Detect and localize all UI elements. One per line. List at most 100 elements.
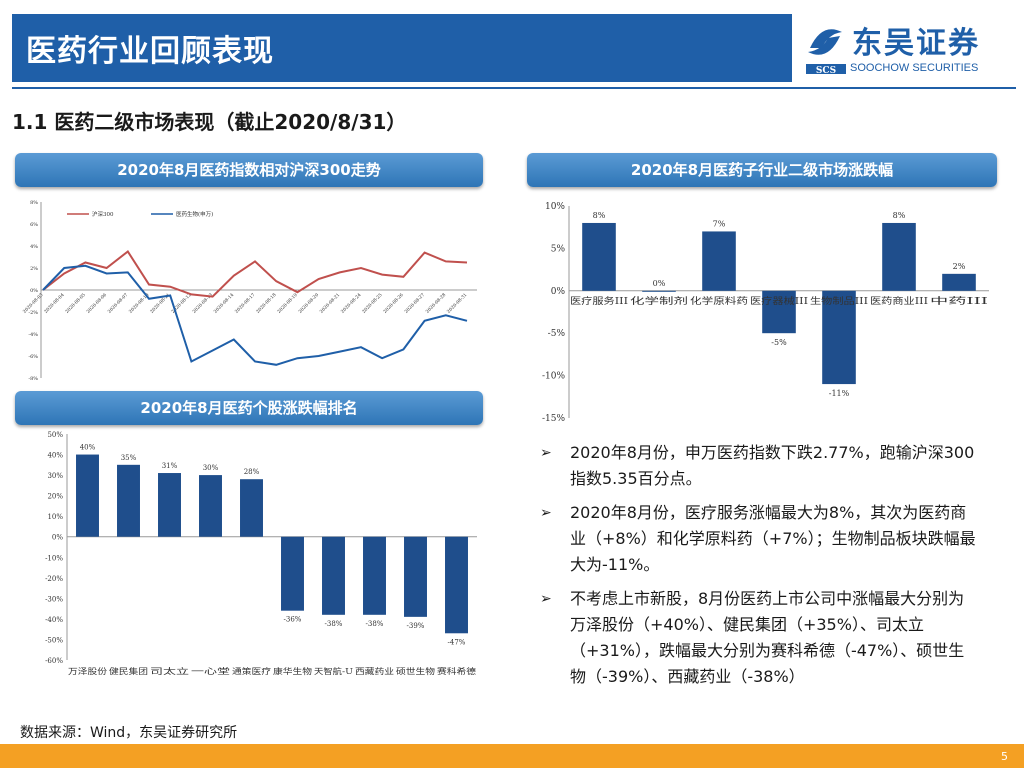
y-tick-label: 6%	[30, 222, 38, 228]
x-category-label: 赛科希德	[437, 666, 476, 676]
x-tick-label: 2020-08-20	[297, 292, 320, 315]
line-series	[42, 250, 468, 298]
stock-ranking-chart-header: 2020年8月医药个股涨跌幅排名	[15, 391, 483, 425]
y-tick-label: 20%	[47, 493, 63, 501]
page-title: 医药行业回顾表现	[26, 34, 274, 69]
data-label: 0%	[653, 279, 666, 288]
data-label: -36%	[284, 616, 302, 624]
arrow-bullet-icon: ➢	[540, 591, 552, 607]
y-tick-label: -6%	[28, 354, 38, 360]
data-label: -38%	[325, 620, 343, 628]
data-label: 28%	[244, 468, 260, 476]
x-tick-label: 2020-08-14	[213, 292, 236, 315]
logo-en: SOOCHOW SECURITIES	[850, 62, 979, 74]
data-label: 8%	[593, 211, 606, 220]
x-tick-label: 2020-08-19	[276, 292, 299, 315]
bar	[702, 231, 736, 291]
x-category-label: 生物制品III	[810, 295, 869, 307]
y-tick-label: -2%	[28, 310, 38, 316]
y-tick-label: -40%	[45, 616, 63, 624]
bar	[942, 273, 976, 291]
x-category-label: 化学原料药	[690, 295, 748, 307]
x-category-label: 西藏药业	[355, 666, 394, 676]
y-tick-label: 10%	[545, 202, 565, 212]
bar	[822, 290, 856, 385]
commentary-list: ➢ 2020年8月份，申万医药指数下跌2.77%，跑输沪深300指数5.35百分…	[540, 440, 980, 698]
bar	[762, 290, 796, 334]
data-label: 7%	[713, 219, 726, 228]
bar	[882, 222, 916, 291]
data-label: -38%	[366, 620, 384, 628]
y-tick-label: 2%	[30, 266, 38, 272]
bar	[445, 536, 468, 634]
x-tick-label: 2020-08-21	[319, 292, 342, 315]
x-tick-label: 2020-08-31	[446, 292, 469, 315]
line-series	[42, 264, 468, 366]
y-tick-label: 0%	[52, 534, 63, 542]
x-category-label: 万泽股份	[68, 666, 107, 676]
x-tick-label: 2020-08-24	[340, 292, 363, 315]
x-category-label: 一心堂	[191, 666, 230, 676]
data-source: 数据来源：Wind，东吴证券研究所	[20, 725, 238, 741]
y-tick-label: -60%	[45, 657, 63, 665]
bar	[158, 473, 181, 537]
line-chart: 8% 6% 4% 2% 0% -2% -4% -6% -8% 2020-08-03 2020-08-…	[15, 192, 485, 384]
y-tick-label: 0%	[551, 287, 566, 297]
x-category-label: 天智航-U	[314, 666, 353, 676]
x-tick-label: 2020-08-07	[107, 292, 130, 315]
data-label: -47%	[448, 638, 466, 646]
commentary-text: 2020年8月份，医疗服务涨幅最大为8%，其次为医药商业（+8%）和化学原料药（…	[570, 503, 976, 574]
x-category-label: 中药III	[930, 295, 989, 307]
company-logo: SCS 东吴证券 SOOCHOW SECURITIES	[800, 14, 1016, 82]
y-tick-label: 30%	[47, 472, 63, 480]
x-category-label: 医疗器械III	[750, 295, 809, 307]
logo-cn: 东吴证券	[852, 26, 980, 61]
x-category-label: 通策医疗	[232, 666, 271, 676]
y-tick-label: 4%	[30, 244, 38, 250]
x-tick-label: 2020-08-06	[85, 292, 108, 315]
stock-ranking-bar-chart: 50% 40% 30% 20% 10% 0% -10% -20% -30% -40% -50% -60…	[15, 426, 485, 686]
y-tick-label: -50%	[45, 636, 63, 644]
y-tick-label: 50%	[47, 431, 63, 439]
page-number: 5	[1001, 750, 1008, 763]
commentary-item: ➢ 2020年8月份，申万医药指数下跌2.77%，跑输沪深300指数5.35百分…	[540, 440, 980, 492]
y-tick-label: -30%	[45, 595, 63, 603]
bar	[363, 536, 386, 615]
legend-label: 沪深300	[92, 210, 114, 218]
y-tick-label: -10%	[45, 554, 63, 562]
bar	[582, 222, 616, 291]
x-tick-label: 2020-08-27	[403, 292, 426, 315]
y-tick-label: -10%	[542, 372, 565, 382]
sub-industry-chart-header: 2020年8月医药子行业二级市场涨跌幅	[527, 153, 997, 187]
legend-label: 医药生物(申万)	[176, 210, 213, 218]
y-tick-label: 10%	[47, 513, 63, 521]
y-tick-label: 5%	[551, 244, 566, 254]
x-category-label: 化学制剂	[630, 295, 688, 307]
y-tick-label: -15%	[542, 414, 565, 422]
sub-industry-bar-chart: 10% 5% 0% -5% -10% -15% 8% 医疗服务III 0% 化学制剂 7% 化学原料药…	[527, 192, 997, 424]
bar	[199, 475, 222, 537]
x-tick-label: 2020-08-05	[64, 292, 87, 315]
data-label: -5%	[771, 338, 787, 347]
x-category-label: 硕世生物	[396, 666, 435, 676]
data-label: -11%	[829, 389, 850, 398]
line-chart-header: 2020年8月医药指数相对沪深300走势	[15, 153, 483, 187]
bar	[322, 536, 345, 615]
y-tick-label: -5%	[548, 329, 566, 339]
commentary-text: 不考虑上市新股，8月份医药上市公司中涨幅最大分别为万泽股份（+40%）、健民集团…	[570, 589, 965, 686]
logo-mark: SCS	[816, 66, 836, 76]
bar	[117, 464, 140, 537]
title-bar: 医药行业回顾表现	[12, 14, 792, 82]
x-tick-label: 2020-08-28	[425, 292, 448, 315]
data-label: 8%	[893, 211, 906, 220]
bar	[642, 290, 676, 292]
arrow-bullet-icon: ➢	[540, 445, 552, 461]
x-category-label: 司太立	[150, 666, 189, 676]
y-tick-label: -20%	[45, 575, 63, 583]
commentary-item: ➢ 2020年8月份，医疗服务涨幅最大为8%，其次为医药商业（+8%）和化学原料…	[540, 500, 980, 578]
data-label: 31%	[162, 462, 178, 470]
x-tick-label: 2020-08-25	[361, 292, 384, 315]
bar	[240, 479, 263, 537]
x-category-label: 康华生物	[273, 666, 312, 676]
y-tick-label: -8%	[28, 376, 38, 382]
